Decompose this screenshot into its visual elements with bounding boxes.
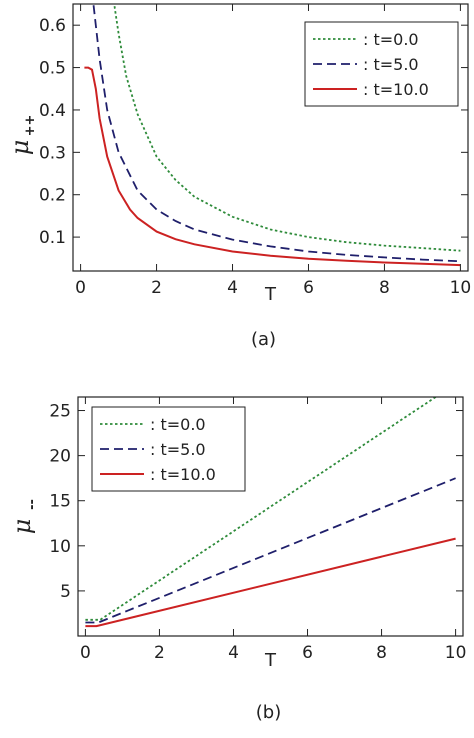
series-line-2 [92,4,461,263]
series-group [85,397,456,628]
x-axis-label: T [264,284,277,305]
series-line-1 [113,4,461,252]
x-tick-label: 8 [376,643,387,663]
y-axis-label-symbol: μ [8,519,36,535]
x-tick-label: 2 [154,643,165,663]
y-axis-label-symbol: μ [6,140,34,156]
x-tick-label: 0 [80,643,91,663]
series-line-3 [84,66,461,267]
y-tick-label: 0.1 [39,228,66,248]
chart-panel-1: 0 2 4 6 8 10 0.1 0.2 0.3 0.4 0.5 0.6 Tμ ++ (a) : t=0.0:… [6,3,472,350]
x-tick-label: 4 [227,278,238,298]
y-tick-label: 0.5 [39,59,66,79]
y-tick-label: 0.2 [39,186,66,206]
legend-label-1: : t=0.0 [363,30,419,49]
panel-caption: (b) [256,702,281,723]
y-axis-label-subscript: -- [25,499,40,510]
x-axis-label: T [264,650,277,671]
y-axis-label: μ ++ [6,115,38,156]
x-tick-label: 10 [450,278,472,298]
y-tick-label: 20 [49,447,71,467]
legend-label-3: : t=10.0 [363,80,429,99]
legend-label-1: : t=0.0 [150,415,206,434]
series-line-2 [85,477,456,624]
x-tick-label: 10 [445,643,467,663]
x-tick-label: 6 [302,643,313,663]
panel-caption: (a) [251,329,276,350]
x-tick-label: 8 [379,278,390,298]
legend: : t=0.0 : t=5.0 : t=10.0 [304,21,459,107]
y-tick-label: 15 [49,492,71,512]
legend-label-2: : t=5.0 [363,55,419,74]
y-tick-label: 5 [60,582,71,602]
y-tick-label: 25 [49,402,71,422]
y-tick-label: 0.3 [39,143,66,163]
x-tick-label: 2 [151,278,162,298]
y-tick-label: 10 [49,537,71,557]
series-group [84,4,461,267]
y-tick-label: 0.6 [39,16,66,36]
y-axis-label-subscript: ++ [23,115,38,137]
plot-frame [77,396,464,637]
x-tick-label: 6 [303,278,314,298]
x-tick-label: 4 [228,643,239,663]
legend-label-3: : t=10.0 [150,465,216,484]
series-line-3 [85,537,456,628]
legend-label-2: : t=5.0 [150,440,206,459]
plot-frame [72,3,469,272]
y-axis-label: μ -- [8,499,40,534]
x-tick-label: 0 [75,278,86,298]
y-tick-label: 0.4 [39,101,66,121]
legend: : t=0.0 : t=5.0 : t=10.0 [91,406,246,492]
